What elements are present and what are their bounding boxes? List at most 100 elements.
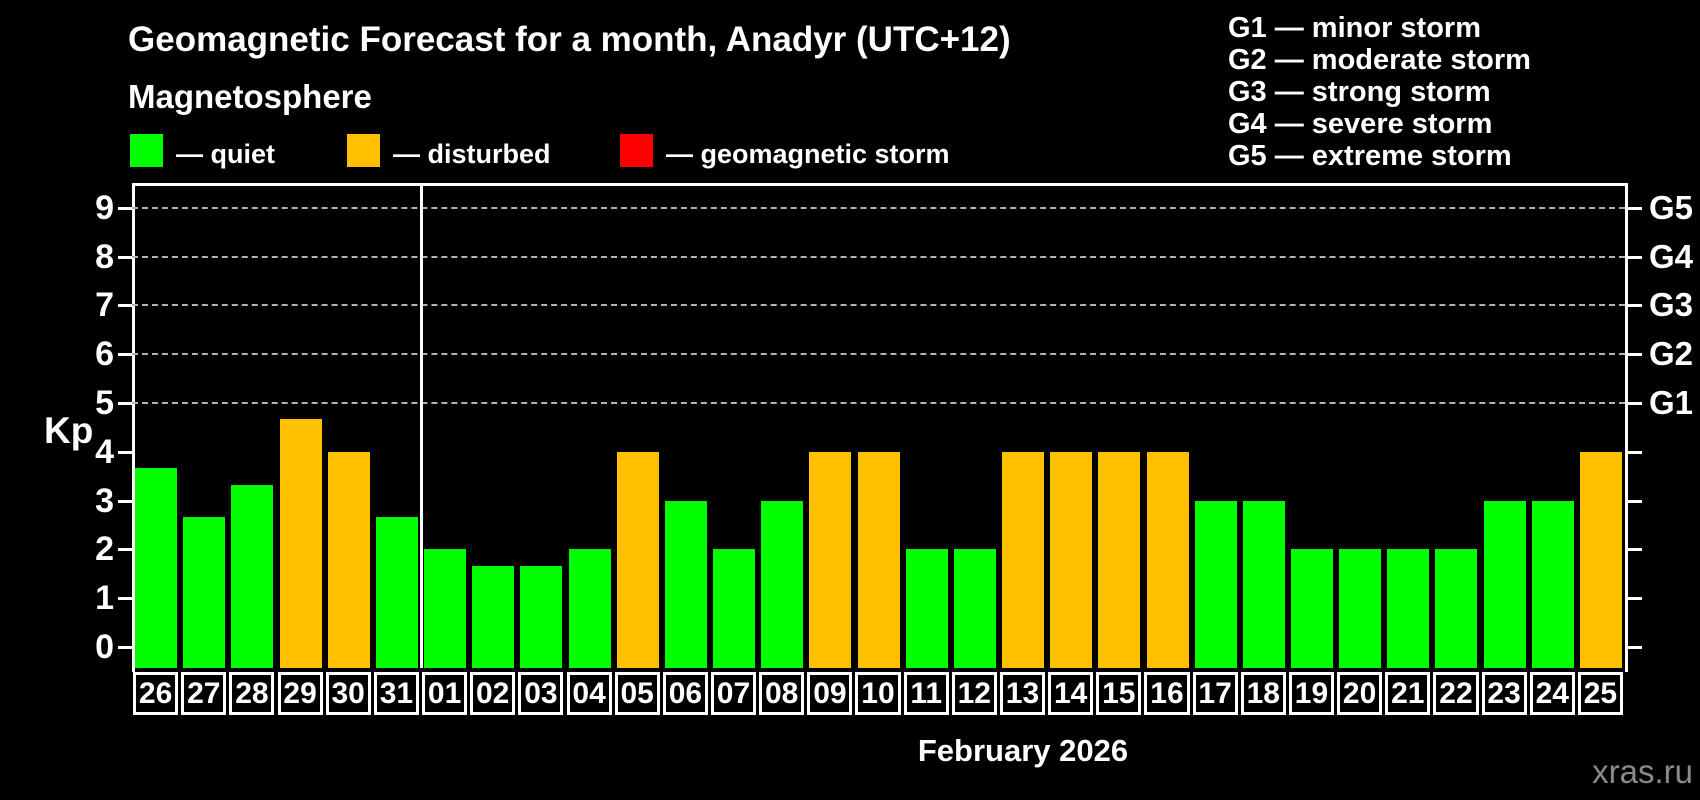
day-label-18: 18 (1240, 672, 1286, 715)
y-tick-3 (118, 499, 132, 503)
y-tick-0 (118, 646, 132, 649)
day-label-06: 06 (662, 672, 708, 715)
kp-bar-day-12 (953, 549, 996, 668)
y-tick-4 (118, 450, 132, 454)
g-legend-line: G1 — minor storm (1228, 12, 1481, 44)
kp-bar-day-30 (327, 451, 370, 668)
g-legend-line: G5 — extreme storm (1228, 140, 1512, 172)
right-tick-6 (1628, 353, 1642, 357)
day-label-01: 01 (422, 672, 468, 715)
kp-bar-day-03 (520, 565, 563, 668)
month-separator-line (420, 183, 423, 668)
day-label-09: 09 (807, 672, 853, 715)
day-label-11: 11 (903, 672, 949, 715)
kp-bar-day-28 (231, 484, 274, 668)
right-tick-5 (1628, 402, 1642, 405)
gridline-kp5 (132, 402, 1625, 404)
day-label-10: 10 (855, 672, 901, 715)
y-tick-7 (118, 304, 132, 308)
y-tick-label-0: 0 (95, 628, 114, 666)
right-tick-9 (1628, 206, 1642, 210)
right-tick-1 (1628, 597, 1642, 601)
y-tick-label-4: 4 (95, 432, 114, 471)
y-tick-label-9: 9 (95, 188, 114, 227)
kp-bar-day-16 (1146, 451, 1189, 668)
kp-bar-day-05 (616, 451, 659, 668)
y-tick-label-8: 8 (95, 237, 114, 276)
kp-bar-day-15 (1098, 451, 1141, 668)
quiet-swatch (130, 134, 163, 167)
g-scale-label-G3: G3 (1649, 286, 1694, 324)
gridline-kp8 (132, 255, 1625, 258)
kp-bar-day-01 (424, 549, 466, 668)
day-label-31: 31 (373, 672, 419, 715)
g-scale-legend: G1 — minor storm G2 — moderate storm G3 — … (1228, 12, 1531, 172)
kp-bar-day-20 (1339, 549, 1382, 668)
day-label-02: 02 (470, 672, 516, 715)
day-label-30: 30 (325, 672, 371, 715)
day-label-25: 25 (1577, 672, 1623, 715)
day-label-03: 03 (518, 672, 564, 715)
quiet-label: — quiet (176, 139, 275, 169)
kp-bar-day-02 (472, 565, 515, 668)
month-label: February 2026 (917, 733, 1129, 768)
right-tick-3 (1628, 499, 1642, 503)
right-tick-0 (1628, 646, 1642, 649)
y-tick-label-3: 3 (95, 481, 114, 520)
right-tick-2 (1628, 548, 1642, 552)
kp-bar-day-19 (1291, 549, 1333, 668)
day-label-22: 22 (1433, 672, 1479, 715)
g-scale-label-G5: G5 (1649, 188, 1694, 226)
day-label-12: 12 (951, 672, 997, 715)
disturbed-swatch (347, 134, 380, 167)
kp-bar-day-10 (857, 451, 900, 668)
day-label-24: 24 (1529, 672, 1575, 715)
day-label-20: 20 (1337, 672, 1383, 715)
day-label-29: 29 (277, 672, 323, 715)
y-axis-right (1625, 183, 1628, 672)
kp-bar-day-04 (568, 549, 611, 668)
magnetosphere-label: Magnetosphere (128, 78, 372, 115)
day-label-21: 21 (1385, 672, 1431, 715)
y-tick-label-7: 7 (95, 286, 114, 325)
y-tick-label-6: 6 (95, 335, 114, 374)
y-axis-left (132, 183, 135, 672)
kp-bar-day-07 (713, 549, 755, 668)
kp-bar-day-25 (1579, 451, 1622, 668)
day-label-07: 07 (710, 672, 757, 715)
kp-bar-day-09 (809, 451, 852, 668)
geomagnetic-storm-label: — geomagnetic storm (666, 139, 950, 169)
day-label-23: 23 (1481, 672, 1527, 715)
kp-bar-day-14 (1050, 451, 1093, 668)
geomagnetic-storm-swatch (620, 134, 653, 167)
day-label-04: 04 (566, 672, 612, 715)
kp-bar-day-17 (1194, 500, 1237, 668)
day-label-27: 27 (181, 672, 227, 715)
right-tick-8 (1628, 255, 1642, 259)
kp-bar-day-26 (135, 467, 178, 668)
kp-bar-day-06 (664, 500, 707, 668)
watermark-xras: xras.ru (1592, 753, 1693, 790)
day-label-08: 08 (759, 672, 805, 715)
right-tick-4 (1628, 450, 1642, 454)
kp-bar-day-24 (1531, 500, 1574, 668)
kp-bar-day-22 (1435, 549, 1478, 668)
day-label-16: 16 (1144, 672, 1190, 715)
day-label-05: 05 (614, 672, 660, 715)
g-legend-line: G2 — moderate storm (1228, 44, 1531, 76)
kp-bar-day-11 (905, 549, 948, 668)
gridline-kp6 (132, 353, 1625, 356)
g-legend-line: G4 — severe storm (1228, 108, 1493, 140)
y-tick-label-1: 1 (95, 579, 114, 618)
day-label-13: 13 (999, 672, 1046, 715)
y-tick-5 (118, 402, 132, 405)
g-legend-line: G3 — strong storm (1228, 76, 1491, 108)
g-scale-label-G4: G4 (1649, 237, 1694, 275)
g-scale-label-G1: G1 (1649, 384, 1694, 421)
y-tick-8 (118, 255, 132, 259)
kp-bar-day-21 (1387, 549, 1430, 668)
g-scale-label-G2: G2 (1649, 335, 1694, 373)
kp-bar-day-27 (183, 516, 226, 668)
y-tick-1 (118, 597, 132, 601)
chart-title: Geomagnetic Forecast for a month, Anadyr… (128, 20, 1011, 59)
